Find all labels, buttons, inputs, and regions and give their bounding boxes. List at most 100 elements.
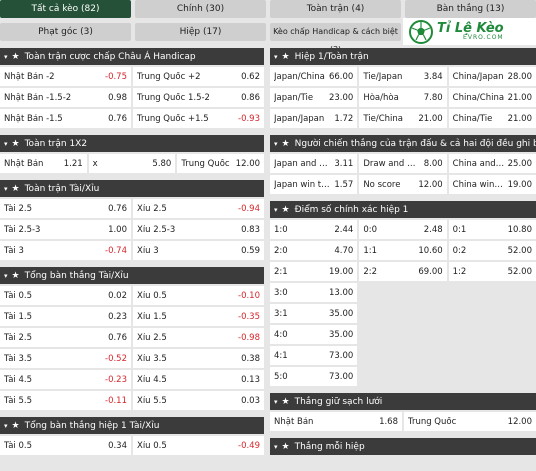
odds-cell[interactable]: 3:0 13.00 <box>270 283 358 302</box>
tab-main[interactable]: Chính (30) <box>135 0 266 18</box>
odds-cell[interactable]: Xỉu 3.5 0.38 <box>133 349 264 368</box>
odds-cell[interactable]: Hòa/hòa 7.80 <box>359 88 447 107</box>
market-header[interactable]: ▾ ★ Toàn trận Tài/Xỉu <box>0 180 264 197</box>
chevron-down-icon[interactable]: ▾ <box>274 52 278 61</box>
odds-cell[interactable]: 2:1 19.00 <box>270 262 358 281</box>
odds-cell[interactable]: Trung Quốc +1.5 -0.93 <box>133 109 264 128</box>
chevron-down-icon[interactable]: ▾ <box>274 397 278 406</box>
market-header[interactable]: ▾ ★ Người chiến thắng của trận đấu & cả ha… <box>270 135 536 152</box>
favorite-star-icon[interactable]: ★ <box>11 51 20 62</box>
odds-cell[interactable]: Nhật Bản -1.5-2 0.98 <box>0 88 131 107</box>
market-header[interactable]: ▾ ★ Toàn trận 1X2 <box>0 135 264 152</box>
favorite-star-icon[interactable]: ★ <box>281 204 290 215</box>
chevron-down-icon[interactable]: ▾ <box>4 184 8 193</box>
odds-cell[interactable]: Tie/Japan 3.84 <box>359 67 447 86</box>
odds-cell[interactable]: 5:0 73.00 <box>270 367 358 386</box>
favorite-star-icon[interactable]: ★ <box>11 138 20 149</box>
tab-corners[interactable]: Phạt góc (3) <box>0 23 131 41</box>
odds-cell[interactable]: 2:0 4.70 <box>270 241 358 260</box>
favorite-star-icon[interactable]: ★ <box>11 183 20 194</box>
odds-cell[interactable]: Tài 4.5 -0.23 <box>0 370 131 389</box>
odds-cell[interactable]: Xỉu 4.5 0.13 <box>133 370 264 389</box>
odds-cell[interactable]: China/Tie 21.00 <box>448 109 536 128</box>
odds-cell[interactable]: Japan/China 66.00 <box>270 67 358 86</box>
odds-cell[interactable]: x 5.80 <box>88 154 176 173</box>
chevron-down-icon[interactable]: ▾ <box>4 271 8 280</box>
odds-cell[interactable]: Nhật Bản -1.5 0.76 <box>0 109 131 128</box>
odds-cell[interactable]: Trung Quốc +2 0.62 <box>133 67 264 86</box>
tab-full-match[interactable]: Toàn trận (4) <box>270 0 401 18</box>
odds-cell[interactable]: Tài 0.5 0.02 <box>0 286 131 305</box>
odds-cell[interactable]: China/Japan 28.00 <box>448 67 536 86</box>
odds-cell[interactable]: Japan and bot...3.11 <box>270 154 358 173</box>
chevron-down-icon[interactable]: ▾ <box>274 205 278 214</box>
favorite-star-icon[interactable]: ★ <box>281 441 290 452</box>
tab-handicap[interactable]: Kèo chấp Handicap & cách biệt (3) <box>270 23 401 54</box>
odds-cell[interactable]: 0:0 2.48 <box>359 220 447 239</box>
odds-cell[interactable]: 0:2 52.00 <box>448 241 536 260</box>
market-header[interactable]: ▾ ★ Thắng mỗi hiệp <box>270 438 536 455</box>
chevron-down-icon[interactable]: ▾ <box>4 139 8 148</box>
odds-cell[interactable]: Japan/Tie 23.00 <box>270 88 358 107</box>
odds-cell[interactable]: Xỉu 1.5 -0.35 <box>133 307 264 326</box>
odds-value: 0.62 <box>241 71 260 82</box>
market-thang-giu-sach-luoi: ▾ ★ Thắng giữ sạch lưới Nhật Bản 1.68 Trung Q… <box>270 393 536 431</box>
odds-cell[interactable]: China and bo...25.00 <box>448 154 536 173</box>
market-header[interactable]: ▾ ★ Tổng bàn thắng hiệp 1 Tài/Xỉu <box>0 417 264 434</box>
odds-cell[interactable]: 1:1 10.60 <box>359 241 447 260</box>
odds-cell[interactable]: Nhật Bản -2 -0.75 <box>0 67 131 86</box>
tab-goals[interactable]: Bàn thắng (13) <box>405 0 536 18</box>
market-header[interactable]: ▾ ★ Hiệp 1/Toàn trận <box>270 48 536 65</box>
favorite-star-icon[interactable]: ★ <box>281 396 290 407</box>
odds-cell[interactable]: No score 12.00 <box>359 175 447 194</box>
odds-cell[interactable]: 1:0 2.44 <box>270 220 358 239</box>
odds-cell[interactable]: 2:2 69.00 <box>359 262 447 281</box>
odds-cell[interactable]: Tài 2.5 0.76 <box>0 199 131 218</box>
favorite-star-icon[interactable]: ★ <box>281 138 290 149</box>
favorite-star-icon[interactable]: ★ <box>11 420 20 431</box>
market-header[interactable]: ▾ ★ Điểm số chính xác hiệp 1 <box>270 201 536 218</box>
odds-cell[interactable]: 4:0 35.00 <box>270 325 358 344</box>
odds-cell[interactable]: Draw and bot...8.00 <box>359 154 447 173</box>
tab-all-markets[interactable]: Tất cả kèo (82) <box>0 0 131 18</box>
odds-cell[interactable]: Xỉu 5.5 0.03 <box>133 391 264 410</box>
market-header[interactable]: ▾ ★ Thắng giữ sạch lưới <box>270 393 536 410</box>
odds-cell[interactable]: Tài 3 -0.74 <box>0 241 131 260</box>
odds-cell[interactable]: Xỉu 0.5 -0.49 <box>133 436 264 455</box>
tab-halves[interactable]: Hiệp (17) <box>135 23 266 41</box>
odds-cell[interactable]: Trung Quốc 12.00 <box>404 412 536 431</box>
chevron-down-icon[interactable]: ▾ <box>4 421 8 430</box>
odds-cell[interactable]: 1:2 52.00 <box>448 262 536 281</box>
chevron-down-icon[interactable]: ▾ <box>4 52 8 61</box>
odds-cell[interactable]: Tài 2.5-3 1.00 <box>0 220 131 239</box>
market-header[interactable]: ▾ ★ Toàn trận cược chấp Châu Á Handicap <box>0 48 264 65</box>
odds-cell[interactable]: Xỉu 2.5 -0.98 <box>133 328 264 347</box>
odds-cell[interactable]: China/China 21.00 <box>448 88 536 107</box>
odds-cell[interactable]: Xỉu 2.5 -0.94 <box>133 199 264 218</box>
market-header[interactable]: ▾ ★ Tổng bàn thắng Tài/Xỉu <box>0 267 264 284</box>
odds-cell[interactable]: Xỉu 2.5-3 0.83 <box>133 220 264 239</box>
favorite-star-icon[interactable]: ★ <box>281 51 290 62</box>
odds-cell[interactable]: Japan win to nil1.57 <box>270 175 358 194</box>
odds-cell[interactable]: 4:1 73.00 <box>270 346 358 365</box>
odds-cell[interactable]: Tie/China 21.00 <box>359 109 447 128</box>
odds-cell[interactable]: Tài 3.5 -0.52 <box>0 349 131 368</box>
odds-cell[interactable]: Tài 5.5 -0.11 <box>0 391 131 410</box>
favorite-star-icon[interactable]: ★ <box>11 270 20 281</box>
odds-cell[interactable]: Tài 1.5 0.23 <box>0 307 131 326</box>
empty-cell <box>449 325 536 344</box>
odds-cell[interactable]: Trung Quốc 12.00 <box>177 154 265 173</box>
chevron-down-icon[interactable]: ▾ <box>274 442 278 451</box>
odds-cell[interactable]: Tài 0.5 0.34 <box>0 436 131 455</box>
odds-cell[interactable]: Nhật Bản 1.68 <box>270 412 402 431</box>
odds-cell[interactable]: China win to...19.00 <box>448 175 536 194</box>
odds-cell[interactable]: Xỉu 3 0.59 <box>133 241 264 260</box>
odds-cell[interactable]: Xỉu 0.5 -0.10 <box>133 286 264 305</box>
odds-cell[interactable]: 0:1 10.80 <box>448 220 536 239</box>
odds-cell[interactable]: Tài 2.5 0.76 <box>0 328 131 347</box>
odds-cell[interactable]: Trung Quốc 1.5-2 0.86 <box>133 88 264 107</box>
chevron-down-icon[interactable]: ▾ <box>274 139 278 148</box>
odds-cell[interactable]: Japan/Japan 1.72 <box>270 109 358 128</box>
odds-cell[interactable]: Nhật Bản 1.21 <box>0 154 87 173</box>
odds-cell[interactable]: 3:1 35.00 <box>270 304 358 323</box>
